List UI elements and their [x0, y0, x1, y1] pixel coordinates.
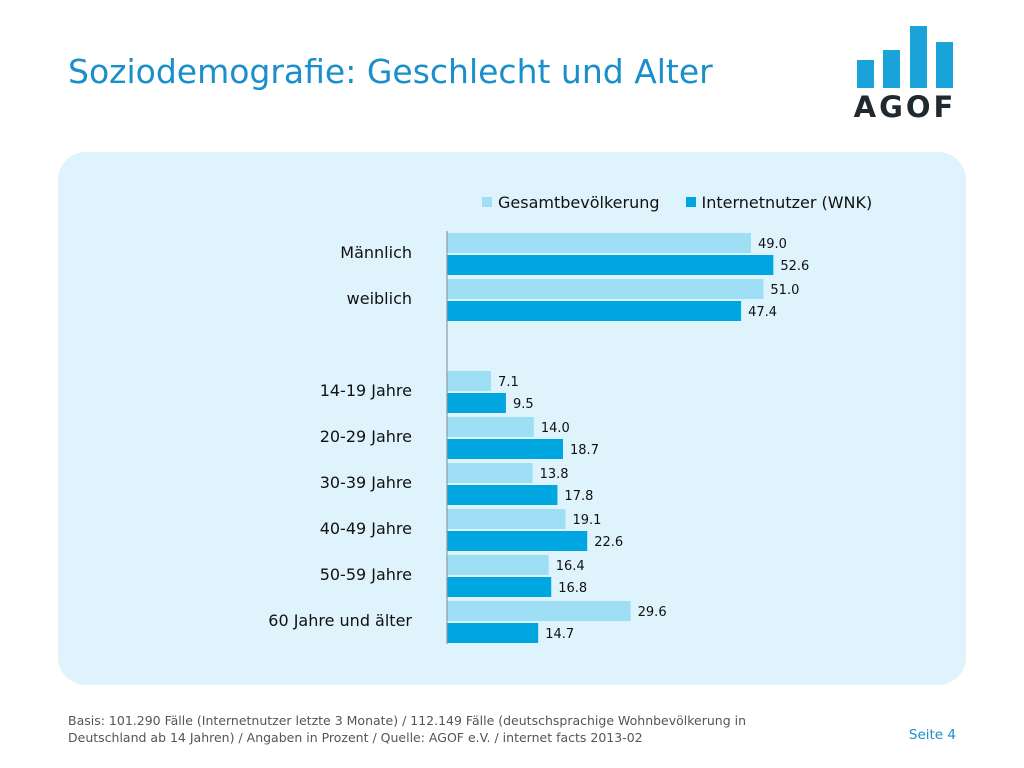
page-number: Seite 4 [908, 727, 956, 743]
data-label-internetnutzer-wnk-20-29-jahre: 18.7 [570, 443, 599, 458]
category-label-20-29-jahre: 20-29 Jahre [320, 427, 412, 446]
data-label-internetnutzer-wnk-40-49-jahre: 22.6 [594, 535, 623, 550]
legend-label-internetnutzer: Internetnutzer (WNK) [701, 192, 873, 212]
legend-item-internetnutzer: Internetnutzer (WNK) [685, 192, 873, 212]
chart-legend: Gesamtbevölkerung Internetnutzer (WNK) [482, 190, 872, 214]
data-label-gesamtbevoelkerung-weiblich: 51.0 [770, 283, 799, 298]
data-label-internetnutzer-wnk-60-jahre-und-aelter: 14.7 [545, 627, 574, 642]
bar-internetnutzer-wnk-40-49-jahre [447, 531, 588, 551]
data-label-gesamtbevoelkerung-50-59-jahre: 16.4 [556, 559, 585, 574]
bar-gesamtbevoelkerung-weiblich [447, 279, 764, 299]
data-label-internetnutzer-wnk-50-59-jahre: 16.8 [558, 581, 587, 596]
bar-internetnutzer-wnk-14-19-jahre [447, 393, 506, 413]
bar-gesamtbevoelkerung-40-49-jahre [447, 509, 566, 529]
category-label-30-39-jahre: 30-39 Jahre [320, 473, 412, 492]
category-label-40-49-jahre: 40-49 Jahre [320, 519, 412, 538]
data-label-internetnutzer-wnk-30-39-jahre: 17.8 [564, 489, 593, 504]
bar-gesamtbevoelkerung-60-jahre-und-aelter [447, 601, 631, 621]
bar-gesamtbevoelkerung-14-19-jahre [447, 371, 492, 391]
category-label-maennlich: Männlich [340, 243, 412, 262]
data-label-gesamtbevoelkerung-60-jahre-und-aelter: 29.6 [638, 605, 667, 620]
bar-internetnutzer-wnk-60-jahre-und-aelter [447, 623, 539, 643]
data-label-gesamtbevoelkerung-40-49-jahre: 19.1 [572, 513, 601, 528]
agof-logo-bars-icon [857, 26, 953, 88]
legend-label-gesamtbevoelkerung: Gesamtbevölkerung [498, 192, 660, 212]
legend-item-gesamtbevoelkerung: Gesamtbevölkerung [482, 193, 660, 212]
data-label-gesamtbevoelkerung-14-19-jahre: 7.1 [498, 375, 519, 390]
bar-gesamtbevoelkerung-20-29-jahre [447, 417, 534, 437]
data-label-gesamtbevoelkerung-20-29-jahre: 14.0 [541, 421, 570, 436]
agof-logo: AGOF [852, 24, 958, 124]
legend-swatch-internetnutzer [685, 197, 696, 207]
data-label-internetnutzer-wnk-maennlich: 52.6 [780, 259, 809, 274]
bar-gesamtbevoelkerung-maennlich [447, 233, 751, 253]
data-label-internetnutzer-wnk-weiblich: 47.4 [748, 305, 777, 320]
category-label-weiblich: weiblich [347, 289, 412, 308]
data-label-gesamtbevoelkerung-30-39-jahre: 13.8 [540, 467, 569, 482]
data-label-internetnutzer-wnk-14-19-jahre: 9.5 [513, 397, 534, 412]
bar-internetnutzer-wnk-weiblich [447, 301, 742, 321]
bar-gesamtbevoelkerung-30-39-jahre [447, 463, 533, 483]
category-label-60-jahre-und-aelter: 60 Jahre und älter [268, 611, 412, 630]
bar-internetnutzer-wnk-30-39-jahre [447, 485, 558, 505]
footer-source-note: Basis: 101.290 Fälle (Internetnutzer let… [68, 713, 747, 745]
page-title: Soziodemografie: Geschlecht und Alter [68, 52, 713, 91]
category-label-14-19-jahre: 14-19 Jahre [320, 381, 412, 400]
bar-gesamtbevoelkerung-50-59-jahre [447, 555, 549, 575]
legend-swatch-gesamtbevoelkerung [482, 197, 492, 207]
data-label-gesamtbevoelkerung-maennlich: 49.0 [758, 237, 787, 252]
category-label-50-59-jahre: 50-59 Jahre [320, 565, 412, 584]
bar-internetnutzer-wnk-50-59-jahre [447, 577, 552, 597]
bar-internetnutzer-wnk-20-29-jahre [447, 439, 564, 459]
agof-logo-text: AGOF [853, 90, 957, 124]
bar-internetnutzer-wnk-maennlich [447, 255, 774, 275]
